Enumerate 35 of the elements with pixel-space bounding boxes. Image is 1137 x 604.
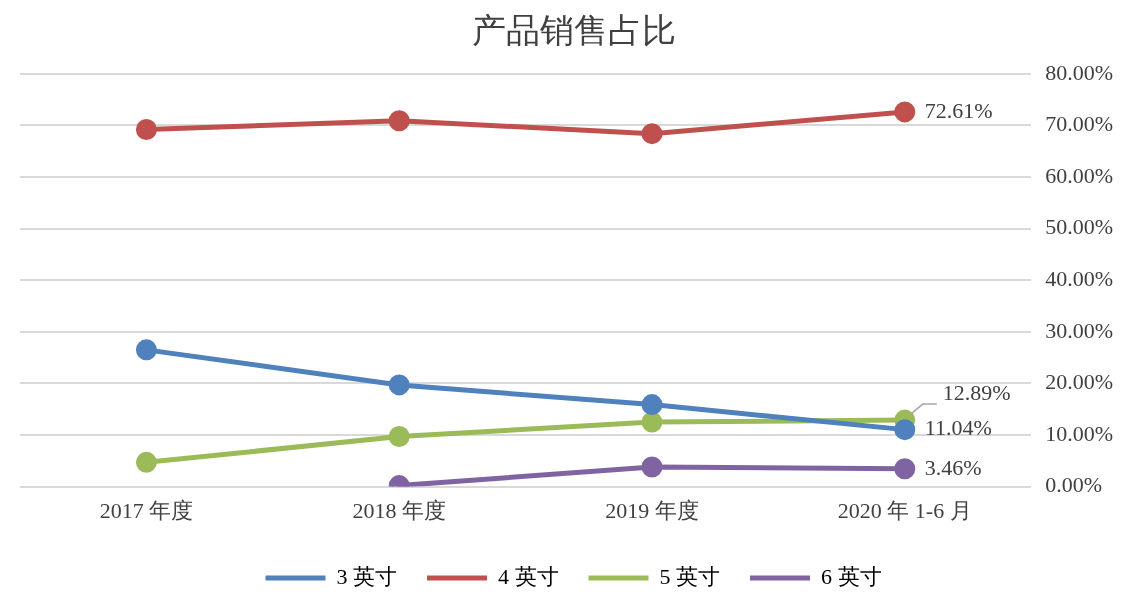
x-tick-label: 2020 年 1-6 月	[837, 497, 972, 523]
point	[894, 101, 916, 123]
legend-label: 4 英寸	[498, 563, 559, 589]
y-tick-label: 70.00%	[1045, 111, 1113, 137]
point	[641, 411, 663, 433]
legend-label: 6 英寸	[821, 563, 882, 589]
point	[388, 374, 410, 396]
point	[641, 394, 663, 416]
legend-label: 3 英寸	[336, 563, 397, 589]
data-label: 72.61%	[924, 97, 993, 123]
y-tick-label: 50.00%	[1045, 214, 1113, 240]
x-tick-label: 2018 年度	[352, 497, 446, 523]
point	[135, 119, 157, 141]
data-label: 11.04%	[924, 415, 992, 441]
y-tick-label: 60.00%	[1045, 162, 1113, 188]
x-tick-label: 2019 年度	[605, 497, 699, 523]
point	[641, 123, 663, 145]
y-tick-label: 30.00%	[1045, 317, 1113, 343]
legend-label: 5 英寸	[659, 563, 720, 589]
y-tick-label: 10.00%	[1045, 420, 1113, 446]
point	[894, 419, 916, 441]
point	[388, 426, 410, 448]
data-label: 12.89%	[942, 379, 1011, 405]
y-tick-label: 20.00%	[1045, 369, 1113, 395]
point	[135, 339, 157, 361]
point	[388, 110, 410, 132]
y-tick-label: 80.00%	[1045, 59, 1113, 85]
y-tick-label: 0.00%	[1045, 472, 1102, 498]
y-tick-label: 40.00%	[1045, 265, 1113, 291]
point	[135, 451, 157, 473]
point	[641, 456, 663, 478]
x-tick-label: 2017 年度	[99, 497, 194, 523]
data-label: 3.46%	[924, 454, 982, 480]
chart-title: 产品销售占比	[471, 12, 676, 50]
point	[894, 458, 916, 480]
